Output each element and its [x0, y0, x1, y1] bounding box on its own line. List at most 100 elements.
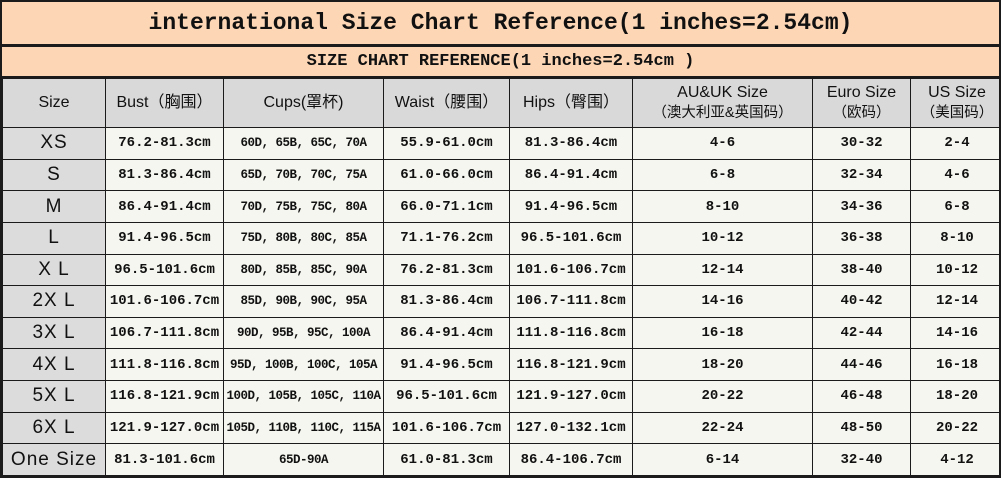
cell-euro: 44-46	[812, 348, 911, 381]
cell-waist: 76.2-81.3cm	[383, 253, 510, 287]
cell-size: M	[2, 190, 106, 223]
cell-euro: 48-50	[812, 411, 911, 445]
cell-waist: 66.0-71.1cm	[383, 190, 510, 223]
cell-cups: 70D, 75B, 75C, 80A	[223, 190, 384, 223]
column-header-cups: Cups(罩杯)	[223, 78, 384, 128]
cell-bust: 86.4-91.4cm	[105, 190, 224, 223]
cell-cups: 90D, 95B, 95C, 100A	[223, 316, 384, 350]
column-header-size-line1: Size	[38, 93, 70, 111]
cell-hips: 81.3-86.4cm	[509, 127, 633, 160]
cell-au_uk: 6-8	[632, 158, 813, 192]
column-header-us: US Size （美国码）	[910, 78, 999, 128]
cell-waist: 55.9-61.0cm	[383, 127, 510, 160]
cell-hips: 116.8-121.9cm	[509, 348, 633, 381]
cell-euro: 32-34	[812, 158, 911, 192]
cell-euro: 40-42	[812, 285, 911, 318]
cell-au_uk: 6-14	[632, 443, 813, 476]
header-row: Size Bust（胸围） Cups(罩杯) Waist（腰围） Hips（臀围） AU&…	[2, 78, 999, 128]
cell-waist: 86.4-91.4cm	[383, 316, 510, 350]
cell-waist: 96.5-101.6cm	[383, 380, 510, 413]
cell-waist: 81.3-86.4cm	[383, 285, 510, 318]
cell-euro: 30-32	[812, 127, 911, 160]
subtitle-band: SIZE CHART REFERENCE(1 inches=2.54cm )	[2, 47, 999, 78]
cell-hips: 86.4-106.7cm	[509, 443, 633, 476]
cell-cups: 85D, 90B, 90C, 95A	[223, 285, 384, 318]
cell-size: S	[2, 158, 106, 192]
cell-cups: 80D, 85B, 85C, 90A	[223, 253, 384, 287]
cell-waist: 61.0-66.0cm	[383, 158, 510, 192]
cell-au_uk: 12-14	[632, 253, 813, 287]
table-row: 2X L 101.6-106.7cm 85D, 90B, 90C, 95A 81.3-…	[2, 285, 999, 318]
cell-bust: 81.3-101.6cm	[105, 443, 224, 476]
column-header-euro-line1: Euro Size	[826, 84, 897, 102]
cell-us: 2-4	[910, 127, 999, 160]
cell-bust: 81.3-86.4cm	[105, 158, 224, 192]
cell-us: 14-16	[910, 316, 999, 350]
cell-au_uk: 18-20	[632, 348, 813, 381]
cell-size: 4X L	[2, 348, 106, 381]
cell-cups: 95D, 100B, 100C, 105A	[223, 348, 384, 381]
cell-cups: 105D, 110B, 110C, 115A	[223, 411, 384, 445]
cell-bust: 96.5-101.6cm	[105, 253, 224, 287]
cell-hips: 96.5-101.6cm	[509, 221, 633, 255]
cell-euro: 32-40	[812, 443, 911, 476]
cell-bust: 116.8-121.9cm	[105, 380, 224, 413]
cell-au_uk: 8-10	[632, 190, 813, 223]
cell-euro: 36-38	[812, 221, 911, 255]
cell-us: 6-8	[910, 190, 999, 223]
cell-cups: 65D, 70B, 70C, 75A	[223, 158, 384, 192]
column-header-bust-line1: Bust（胸围）	[116, 93, 213, 111]
column-header-cups-line1: Cups(罩杯)	[263, 93, 344, 111]
cell-hips: 91.4-96.5cm	[509, 190, 633, 223]
cell-size: 5X L	[2, 380, 106, 413]
table-row: 4X L 111.8-116.8cm 95D, 100B, 100C, 105A 91…	[2, 348, 999, 381]
column-header-hips: Hips（臀围）	[509, 78, 633, 128]
cell-us: 8-10	[910, 221, 999, 255]
column-header-us-line2: （美国码）	[920, 104, 994, 121]
cell-us: 4-6	[910, 158, 999, 192]
cell-au_uk: 14-16	[632, 285, 813, 318]
column-header-waist: Waist（腰围）	[383, 78, 510, 128]
cell-us: 20-22	[910, 411, 999, 445]
cell-cups: 60D, 65B, 65C, 70A	[223, 127, 384, 160]
column-header-waist-line1: Waist（腰围）	[394, 93, 499, 111]
table-row: One Size 81.3-101.6cm 65D-90A 61.0-81.3cm 86…	[2, 443, 999, 476]
table-row: 5X L 116.8-121.9cm 100D, 105B, 105C, 110A 9…	[2, 380, 999, 413]
cell-size: 3X L	[2, 316, 106, 350]
column-header-au_uk-line1: AU&UK Size	[677, 84, 768, 102]
cell-bust: 121.9-127.0cm	[105, 411, 224, 445]
column-header-hips-line1: Hips（臀围）	[522, 93, 619, 111]
page-title: international Size Chart Reference(1 inc…	[148, 10, 853, 36]
table-row: XS 76.2-81.3cm 60D, 65B, 65C, 70A 55.9-61.0…	[2, 127, 999, 160]
column-header-au_uk: AU&UK Size （澳大利亚&英国码）	[632, 78, 813, 128]
table-subtitle: SIZE CHART REFERENCE(1 inches=2.54cm )	[306, 52, 695, 71]
cell-cups: 100D, 105B, 105C, 110A	[223, 380, 384, 413]
cell-bust: 101.6-106.7cm	[105, 285, 224, 318]
cell-au_uk: 22-24	[632, 411, 813, 445]
size-table-body: XS 76.2-81.3cm 60D, 65B, 65C, 70A 55.9-61.0…	[2, 127, 999, 476]
cell-hips: 106.7-111.8cm	[509, 285, 633, 318]
cell-waist: 101.6-106.7cm	[383, 411, 510, 445]
cell-size: X L	[2, 253, 106, 287]
cell-bust: 106.7-111.8cm	[105, 316, 224, 350]
cell-size: 2X L	[2, 285, 106, 318]
table-row: X L 96.5-101.6cm 80D, 85B, 85C, 90A 76.2-81…	[2, 253, 999, 287]
cell-size: XS	[2, 127, 106, 160]
column-header-bust: Bust（胸围）	[105, 78, 224, 128]
column-header-euro: Euro Size （欧码）	[812, 78, 911, 128]
cell-au_uk: 4-6	[632, 127, 813, 160]
cell-us: 12-14	[910, 285, 999, 318]
cell-us: 16-18	[910, 348, 999, 381]
table-row: 3X L 106.7-111.8cm 90D, 95B, 95C, 100A 86.4…	[2, 316, 999, 350]
cell-bust: 91.4-96.5cm	[105, 221, 224, 255]
cell-us: 18-20	[910, 380, 999, 413]
column-header-au_uk-line2: （澳大利亚&英国码）	[652, 104, 793, 121]
cell-hips: 101.6-106.7cm	[509, 253, 633, 287]
cell-hips: 111.8-116.8cm	[509, 316, 633, 350]
cell-waist: 71.1-76.2cm	[383, 221, 510, 255]
cell-size: L	[2, 221, 106, 255]
cell-au_uk: 16-18	[632, 316, 813, 350]
column-header-euro-line2: （欧码）	[832, 104, 891, 121]
table-row: S 81.3-86.4cm 65D, 70B, 70C, 75A 61.0-66.0c…	[2, 158, 999, 192]
